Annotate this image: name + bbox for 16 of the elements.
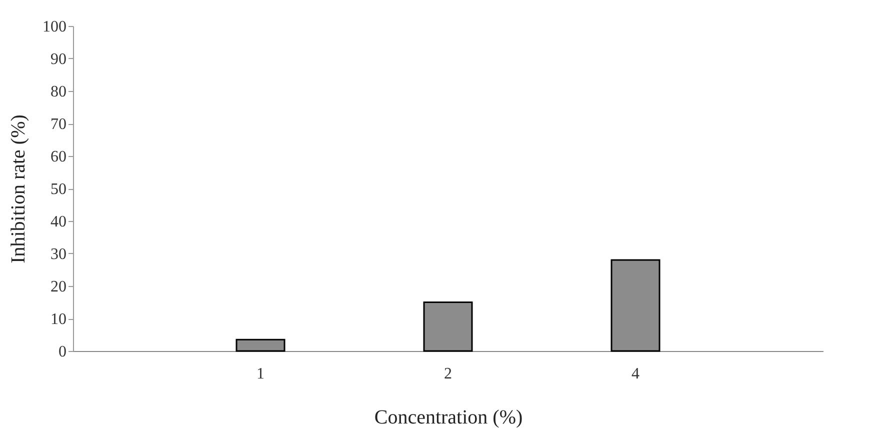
y-tick-label: 10	[50, 311, 66, 328]
y-tick-label: 90	[50, 51, 66, 68]
y-tick-label: 30	[50, 246, 66, 263]
y-tick-label: 100	[42, 18, 66, 36]
y-tick-label: 70	[50, 116, 66, 133]
y-axis-title: Inhibition rate (%)	[8, 114, 30, 264]
y-tick-label: 60	[50, 148, 66, 166]
y-tick-label: 80	[50, 84, 66, 100]
x-tick-label: 2	[444, 366, 452, 382]
x-tick-label: 1	[256, 366, 264, 382]
x-axis-title: Concentration (%)	[374, 406, 523, 428]
y-tick-label: 40	[50, 214, 66, 230]
x-tick-label: 4	[632, 366, 640, 382]
y-tick-label: 50	[50, 181, 66, 198]
y-tick-label: 0	[58, 344, 66, 360]
y-tick-label: 20	[50, 278, 66, 296]
